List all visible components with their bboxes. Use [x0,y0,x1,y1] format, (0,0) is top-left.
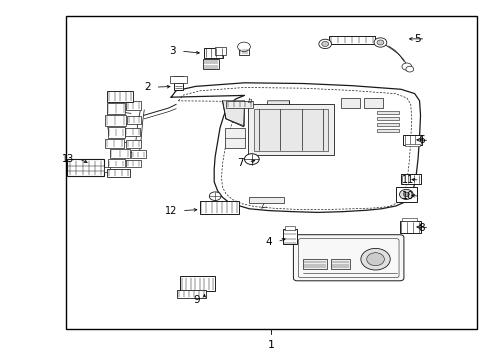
Bar [399,221,420,233]
Text: 9: 9 [192,294,199,305]
Text: 10: 10 [402,191,414,201]
Bar [284,226,295,230]
Bar [105,139,123,148]
Bar [225,101,252,108]
Text: 11: 11 [402,175,414,185]
Bar [173,76,183,90]
Polygon shape [222,101,244,126]
Text: 2: 2 [143,82,150,92]
Circle shape [237,42,250,51]
Bar [330,259,349,269]
Bar [131,150,145,158]
Bar [180,276,215,291]
Text: 5: 5 [413,34,420,44]
Bar [204,48,223,58]
Bar [170,76,186,83]
Bar [106,91,133,102]
Polygon shape [266,101,289,135]
FancyBboxPatch shape [293,235,403,281]
Circle shape [360,248,389,270]
Bar [248,104,333,155]
Bar [126,101,141,110]
Text: b: b [247,98,252,104]
Bar [238,48,249,55]
Bar [376,111,398,114]
Circle shape [401,63,411,70]
Polygon shape [171,83,420,212]
Circle shape [399,189,412,199]
Bar [249,197,283,203]
Bar [404,144,419,146]
Circle shape [366,253,384,266]
Bar [215,47,225,55]
Bar [403,135,421,145]
Bar [395,187,416,202]
Bar [126,160,141,167]
Bar [224,128,245,148]
Bar [203,59,218,69]
Circle shape [209,192,221,201]
Circle shape [376,40,383,45]
Bar [177,290,206,298]
Bar [124,128,140,136]
Bar [341,98,359,108]
Text: 6: 6 [417,135,424,145]
Circle shape [318,39,331,49]
Bar [402,218,416,221]
Bar [106,103,125,114]
Bar [67,159,104,176]
Text: 7: 7 [236,158,243,168]
Text: 3: 3 [169,46,176,56]
Bar [199,201,238,214]
Circle shape [405,66,413,72]
Bar [66,16,476,329]
Bar [364,98,382,108]
Circle shape [403,192,408,197]
Bar [104,167,110,172]
Text: 13: 13 [62,154,74,164]
Bar [254,109,327,151]
Text: 4: 4 [265,237,272,247]
Text: 1: 1 [267,340,274,350]
Circle shape [321,41,328,46]
Bar [107,127,124,138]
Bar [106,169,130,177]
Bar [376,123,398,126]
Bar [127,116,141,124]
Bar [303,259,326,269]
Bar [328,36,374,44]
Circle shape [244,154,259,165]
Bar [376,117,398,121]
Text: 12: 12 [164,206,177,216]
Bar [400,174,420,184]
Bar [126,140,141,148]
Bar [376,129,398,132]
Bar [110,149,129,158]
Text: 8: 8 [417,222,424,233]
Bar [105,115,125,126]
Bar [107,159,124,167]
Bar [282,229,297,244]
Circle shape [373,38,386,47]
